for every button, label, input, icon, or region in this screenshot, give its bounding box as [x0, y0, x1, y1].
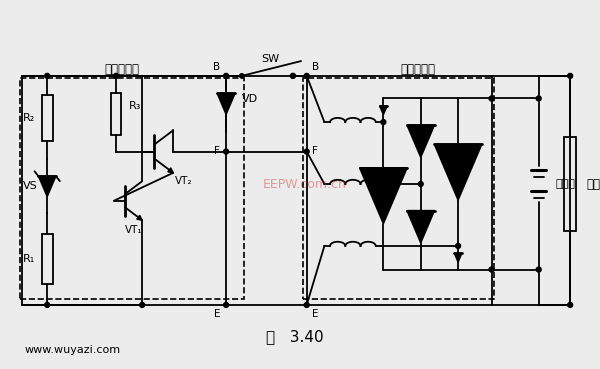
Polygon shape — [217, 93, 235, 114]
Polygon shape — [407, 125, 434, 158]
Circle shape — [45, 303, 50, 307]
Text: EEPW.com.cn: EEPW.com.cn — [263, 177, 347, 190]
Text: VT₂: VT₂ — [175, 176, 193, 186]
Text: F: F — [311, 146, 317, 156]
Text: R₁: R₁ — [22, 254, 35, 264]
Polygon shape — [454, 253, 462, 262]
Bar — [303, 78, 494, 299]
Text: R₃: R₃ — [128, 101, 141, 111]
Polygon shape — [359, 168, 407, 224]
Polygon shape — [434, 144, 482, 200]
Polygon shape — [407, 211, 434, 243]
Circle shape — [113, 73, 118, 78]
Text: 蓄电池: 蓄电池 — [556, 179, 575, 189]
Bar — [42, 234, 53, 284]
Text: SW: SW — [261, 54, 280, 64]
Polygon shape — [168, 168, 173, 173]
Circle shape — [536, 267, 541, 272]
Text: 图   3.40: 图 3.40 — [266, 329, 324, 344]
Polygon shape — [137, 215, 142, 220]
Circle shape — [224, 73, 229, 78]
Text: E: E — [214, 309, 220, 319]
Circle shape — [489, 96, 494, 101]
Circle shape — [239, 74, 244, 78]
Circle shape — [304, 303, 309, 307]
Text: B: B — [311, 62, 319, 72]
Text: R₂: R₂ — [22, 113, 35, 123]
Text: VD: VD — [242, 94, 258, 104]
Circle shape — [568, 303, 572, 307]
Circle shape — [45, 73, 50, 78]
Polygon shape — [38, 176, 56, 197]
Circle shape — [304, 149, 309, 154]
Text: VT₁: VT₁ — [124, 225, 142, 235]
Circle shape — [224, 149, 229, 154]
Text: B: B — [213, 62, 220, 72]
Bar — [20, 78, 244, 299]
Circle shape — [140, 303, 145, 307]
Text: F: F — [214, 146, 220, 156]
Text: www.wuyazi.com: www.wuyazi.com — [25, 345, 121, 355]
Text: VS: VS — [23, 181, 38, 191]
Circle shape — [536, 96, 541, 101]
Circle shape — [489, 267, 494, 272]
Text: E: E — [311, 309, 318, 319]
Polygon shape — [380, 106, 387, 115]
Circle shape — [224, 303, 229, 307]
Circle shape — [381, 120, 386, 124]
Text: 电子调节器: 电子调节器 — [104, 63, 139, 76]
Circle shape — [455, 244, 461, 248]
Circle shape — [568, 73, 572, 78]
Text: 负载: 负载 — [587, 177, 600, 190]
Bar — [42, 95, 53, 141]
Text: 交流发电机: 交流发电机 — [401, 63, 436, 76]
Circle shape — [304, 73, 309, 78]
Bar — [110, 93, 121, 135]
Circle shape — [418, 182, 423, 186]
Bar — [564, 137, 576, 231]
